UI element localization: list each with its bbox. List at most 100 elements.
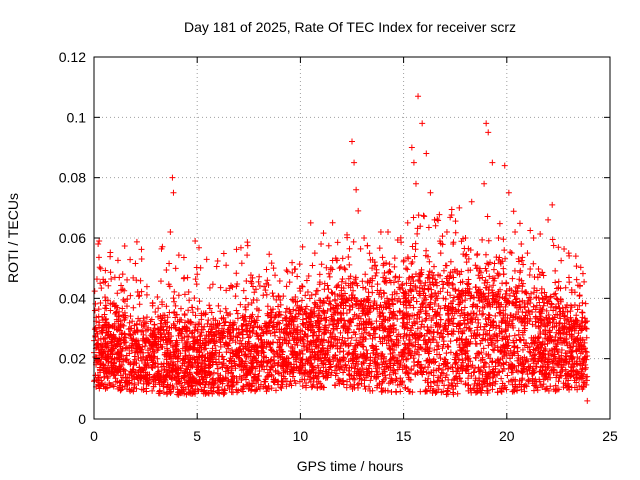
data-point	[212, 347, 219, 354]
data-point	[576, 293, 583, 300]
data-point	[415, 212, 422, 219]
data-point	[372, 354, 379, 361]
data-point	[516, 314, 523, 321]
data-point	[189, 304, 196, 311]
data-point	[362, 285, 369, 292]
data-point	[232, 293, 239, 300]
data-point	[448, 206, 455, 213]
data-point	[114, 257, 121, 264]
data-point	[558, 257, 565, 264]
data-point	[207, 329, 214, 336]
data-point	[472, 354, 479, 361]
data-point	[96, 264, 103, 271]
data-point	[256, 273, 263, 280]
data-point	[270, 293, 277, 300]
data-point	[362, 329, 369, 336]
data-point	[527, 265, 534, 272]
data-point	[447, 338, 454, 345]
data-point	[338, 278, 345, 285]
data-point	[425, 364, 432, 371]
data-point	[422, 387, 429, 394]
data-point	[131, 381, 138, 388]
data-point	[299, 383, 306, 390]
data-point	[481, 364, 488, 371]
data-point	[196, 298, 203, 305]
data-point	[516, 220, 523, 227]
data-point	[466, 325, 473, 332]
data-point	[443, 391, 450, 398]
data-point	[361, 377, 368, 384]
data-point	[260, 292, 267, 299]
data-point	[532, 322, 539, 329]
data-point	[294, 323, 301, 330]
data-point	[236, 373, 243, 380]
data-point	[316, 312, 323, 319]
data-point	[418, 324, 425, 331]
data-point	[350, 238, 357, 245]
data-point	[443, 371, 450, 378]
data-point	[326, 273, 333, 280]
data-point	[376, 334, 383, 341]
data-point	[461, 314, 468, 321]
data-point	[449, 364, 456, 371]
data-point	[358, 330, 365, 337]
data-point	[135, 293, 142, 300]
data-point	[138, 246, 145, 253]
data-point	[492, 337, 499, 344]
data-point	[318, 360, 325, 367]
data-point	[500, 271, 507, 278]
data-point	[355, 380, 362, 387]
data-point	[339, 255, 346, 262]
data-point	[304, 289, 311, 296]
data-point	[509, 275, 516, 282]
data-point	[347, 317, 354, 324]
data-point	[346, 261, 353, 268]
data-point	[530, 260, 537, 267]
data-point	[440, 338, 447, 345]
data-point	[349, 316, 356, 323]
data-point	[579, 270, 586, 277]
data-point	[288, 382, 295, 389]
data-point	[278, 385, 285, 392]
data-point	[193, 264, 200, 271]
data-point	[535, 266, 542, 273]
data-point	[340, 381, 347, 388]
data-point	[143, 291, 150, 298]
data-point	[404, 325, 411, 332]
data-point	[163, 327, 170, 334]
data-point	[137, 277, 144, 284]
data-point	[482, 316, 489, 323]
data-point	[113, 309, 120, 316]
data-point	[387, 378, 394, 385]
data-point	[565, 377, 572, 384]
data-point	[473, 340, 480, 347]
data-point	[487, 355, 494, 362]
data-point	[388, 338, 395, 345]
data-point	[484, 213, 491, 220]
data-point	[500, 236, 507, 243]
data-point	[439, 278, 446, 285]
data-point	[432, 222, 439, 229]
data-point	[428, 324, 435, 331]
data-point	[552, 267, 559, 274]
data-point	[579, 309, 586, 316]
data-point	[264, 303, 271, 310]
data-point	[393, 336, 400, 343]
data-point	[272, 272, 279, 279]
data-point	[359, 284, 366, 291]
data-point	[216, 390, 223, 397]
data-point	[469, 314, 476, 321]
data-point	[404, 266, 411, 273]
data-point	[325, 242, 332, 249]
data-point	[170, 295, 177, 302]
data-point	[496, 310, 503, 317]
data-point	[143, 283, 150, 290]
data-point	[486, 327, 493, 334]
data-point	[240, 287, 247, 294]
data-point	[294, 273, 301, 280]
data-point	[444, 289, 451, 296]
data-point	[390, 314, 397, 321]
data-point	[249, 274, 256, 281]
data-point	[242, 295, 249, 302]
data-point	[468, 373, 475, 380]
